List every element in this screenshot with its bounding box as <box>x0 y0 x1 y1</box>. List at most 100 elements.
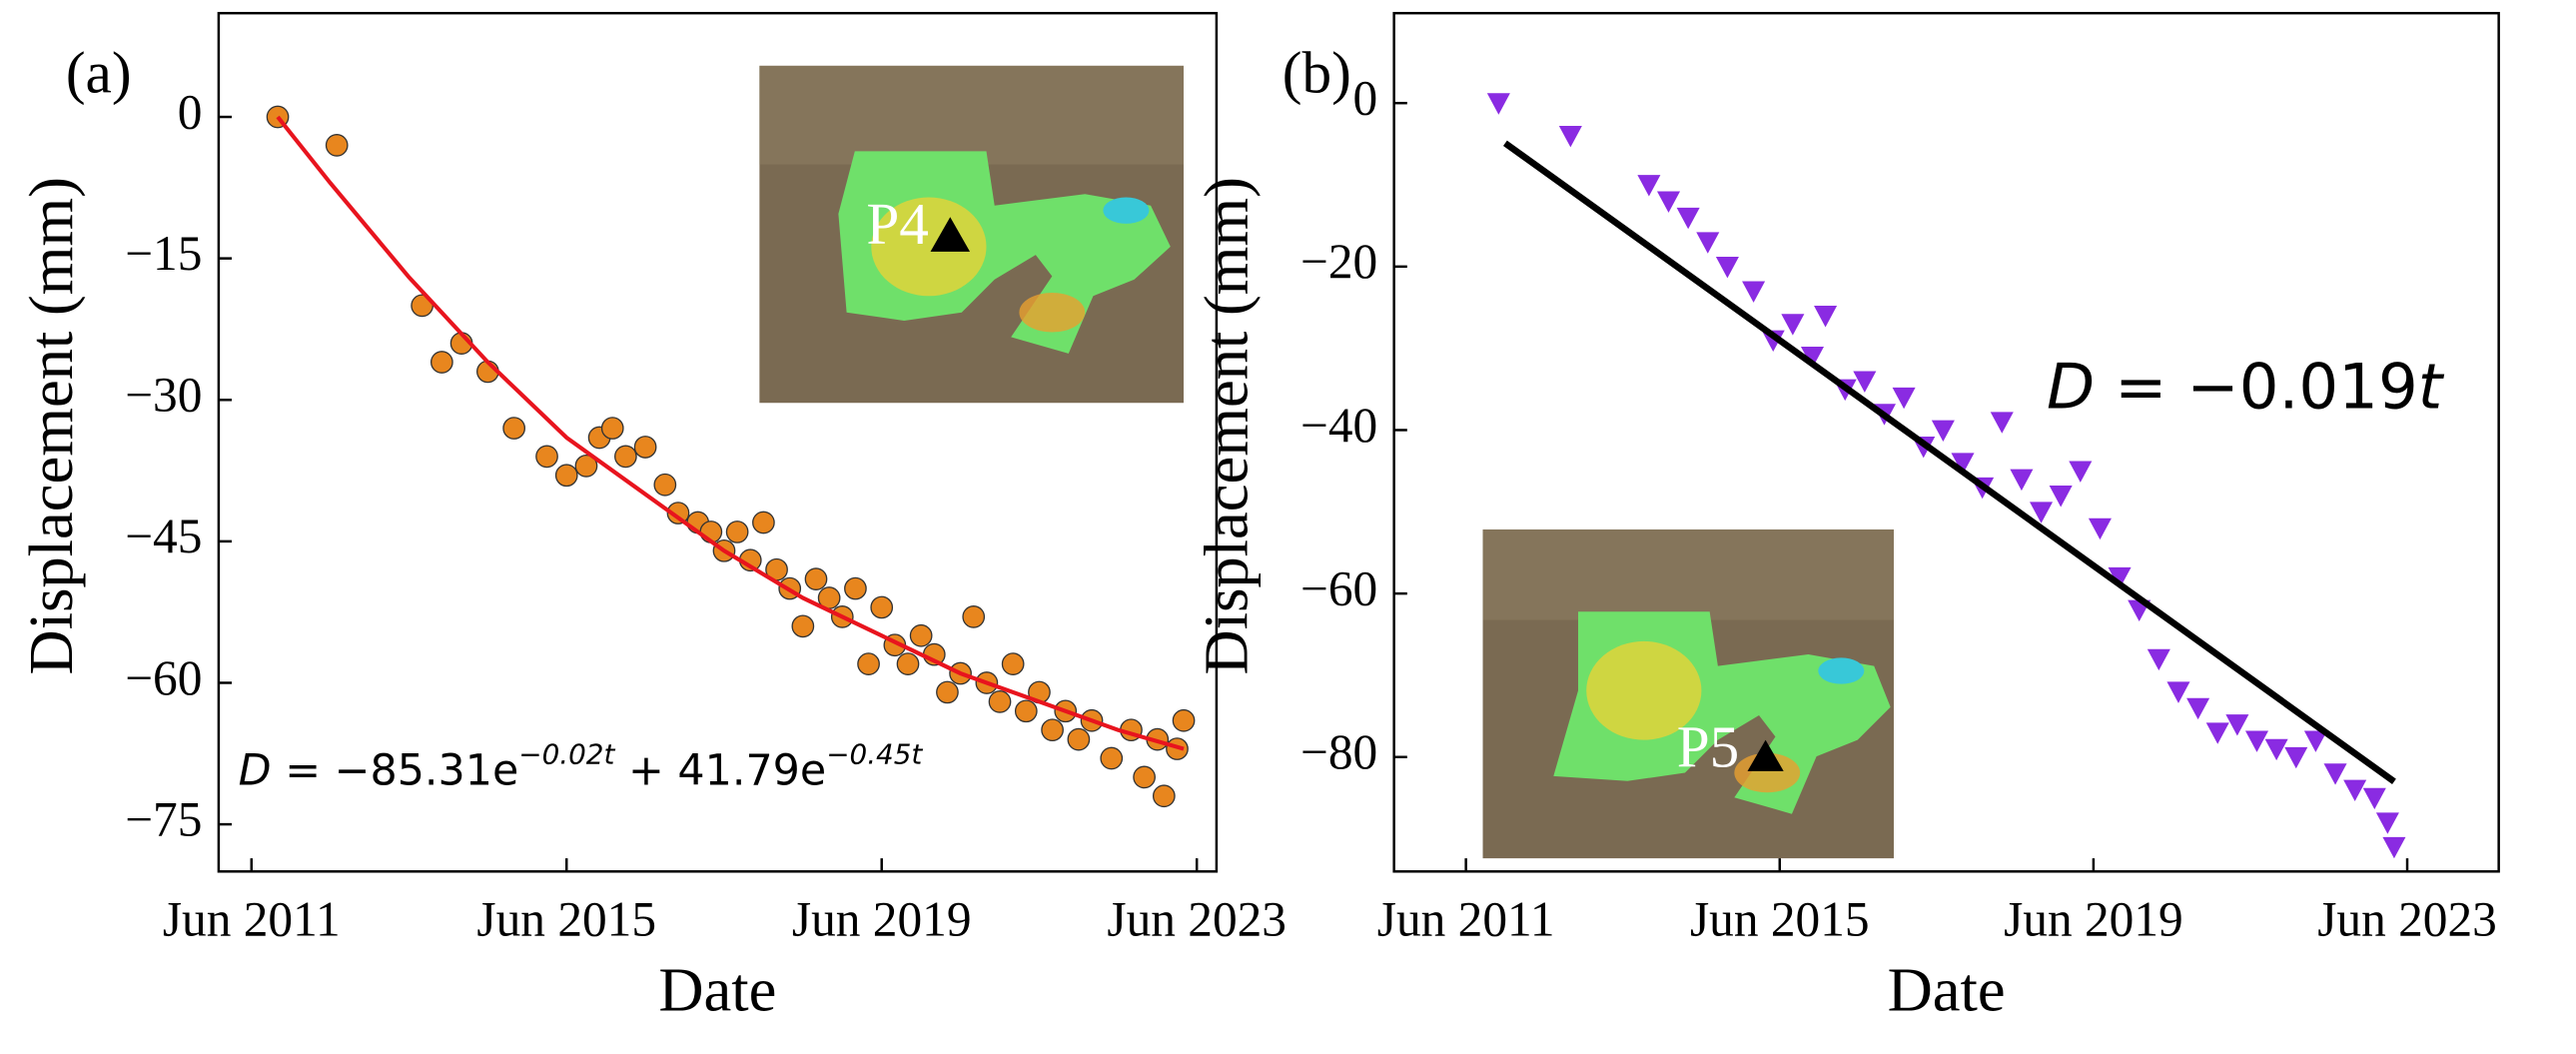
circle-point <box>502 417 526 440</box>
triangle-point <box>2010 469 2034 492</box>
inset-hotspot <box>1586 640 1702 740</box>
y-tick-label: −60 <box>125 650 202 705</box>
inset-map: P5 <box>1482 528 1894 859</box>
triangle-point <box>2049 486 2073 508</box>
circle-point <box>600 417 624 440</box>
y-tick-label: −30 <box>125 368 202 423</box>
triangle-point <box>1637 175 1661 197</box>
triangle-point <box>2244 730 2269 752</box>
inset-hotspot <box>1103 197 1150 224</box>
triangle-point <box>1951 453 1975 475</box>
triangle-point <box>2088 518 2112 540</box>
triangle-point <box>2069 461 2093 483</box>
point-marker <box>930 217 971 252</box>
circle-point <box>725 521 749 543</box>
equation-part: = −0.019 <box>2095 351 2418 424</box>
equation-part: + 41.79e <box>614 745 826 795</box>
circle-point <box>1067 727 1091 751</box>
x-tick-label: Jun 2023 <box>2317 891 2497 946</box>
triangle-point <box>2284 746 2308 769</box>
x-tick-label: Jun 2015 <box>476 891 656 946</box>
equation-part: D <box>239 745 272 795</box>
y-tick-label: −60 <box>1300 560 1377 615</box>
point-marker <box>1747 739 1784 771</box>
triangle-point <box>2166 681 2190 703</box>
circle-point <box>791 614 815 638</box>
x-tick-label: Jun 2011 <box>163 891 341 946</box>
circle-point <box>535 445 558 469</box>
panel-label: (b) <box>1283 40 1351 106</box>
circle-point <box>1152 784 1176 808</box>
triangle-point <box>2147 648 2170 671</box>
triangle-point <box>2030 502 2054 524</box>
triangle-point <box>2375 812 2399 834</box>
triangle-point <box>1656 191 1681 213</box>
inset-terrain <box>759 65 1184 165</box>
triangle-point <box>2225 714 2249 736</box>
y-axis-label: Displacement (mm) <box>1192 177 1262 674</box>
x-tick-label: Jun 2015 <box>1690 891 1870 946</box>
x-tick-label: Jun 2019 <box>792 891 972 946</box>
circle-point <box>936 680 959 704</box>
triangle-point <box>1761 330 1785 352</box>
y-tick-label: −80 <box>1300 724 1377 779</box>
triangle-point <box>1814 306 1838 328</box>
inset-label: P4 <box>866 191 929 257</box>
inset-terrain <box>1482 528 1894 620</box>
plot-frame <box>1392 11 2500 873</box>
triangle-point <box>1853 371 1877 393</box>
inset-hotspot <box>1818 657 1865 684</box>
circle-point <box>1172 708 1196 732</box>
equation: D = −0.019t <box>2047 351 2445 424</box>
inset-label: P5 <box>1677 713 1740 779</box>
equation-part: t <box>2418 351 2445 424</box>
inset-map: P4 <box>759 65 1184 404</box>
equation-part: D <box>2047 351 2095 424</box>
equation-part: −0.45t <box>826 737 923 770</box>
y-tick-label: 0 <box>178 84 203 139</box>
equation-part: = −85.31e <box>272 745 519 795</box>
inset-hotspot <box>1734 752 1801 793</box>
axes: 0 −15 −30 −45 −60 −75 Jun 2011 Jun 2015 Jun 2019… <box>16 11 1287 1025</box>
circle-point <box>666 502 690 525</box>
triangle-point <box>2303 730 2327 752</box>
triangle-point <box>1676 207 1700 230</box>
circle-point <box>752 511 775 534</box>
fit-line <box>1502 140 2396 784</box>
y-tick-label: −40 <box>1300 398 1377 453</box>
triangle-point <box>2205 722 2229 744</box>
circle-point <box>574 454 598 478</box>
circle-point <box>909 623 933 647</box>
triangle-point <box>1558 126 1582 148</box>
x-tick-label: Jun 2019 <box>2004 891 2183 946</box>
triangle-point <box>2382 836 2406 859</box>
y-tick-label: −45 <box>125 509 202 563</box>
triangle-point <box>2362 787 2386 810</box>
circle-point <box>1014 699 1038 723</box>
y-tick-label: −15 <box>125 226 202 281</box>
circle-point <box>614 445 637 469</box>
axes: 0 −20 −40 −60 −80 Jun 2011 Jun 2015 Jun 2019 Jun… <box>1192 11 2500 1025</box>
circle-point <box>325 133 349 157</box>
x-axis-label: Date <box>1888 955 2006 1025</box>
inset-hotspot <box>871 197 987 297</box>
panel <box>1486 93 2406 859</box>
circle-point <box>988 690 1012 713</box>
circle-point <box>962 605 986 628</box>
x-axis-label: Date <box>658 955 776 1025</box>
triangle-point <box>1696 232 1720 254</box>
circle-point <box>844 576 867 600</box>
triangle-point <box>1892 387 1916 410</box>
triangle-point <box>2186 697 2210 720</box>
panel <box>266 105 1196 808</box>
circle-point <box>1041 718 1064 742</box>
triangle-point <box>1715 256 1739 279</box>
circle-point <box>857 652 880 675</box>
fit-line <box>276 115 1185 751</box>
y-tick-label: −20 <box>1300 234 1377 289</box>
circle-point <box>1001 652 1025 675</box>
equation-part: −0.02t <box>518 737 615 770</box>
y-tick-label: −75 <box>125 791 202 846</box>
y-tick-label: 0 <box>1353 71 1378 126</box>
x-tick-label: Jun 2011 <box>1377 891 1555 946</box>
